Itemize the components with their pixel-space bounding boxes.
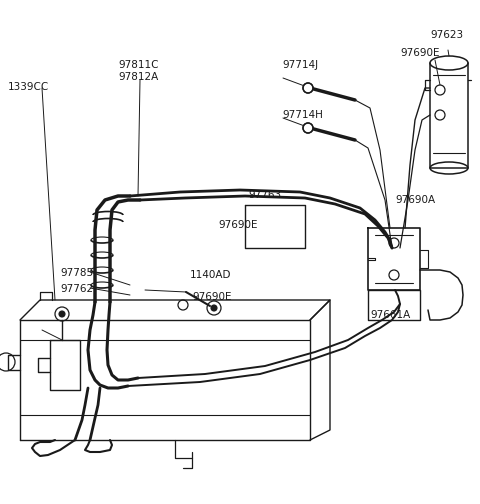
Text: 97812A: 97812A xyxy=(118,72,158,82)
Text: 1339CC: 1339CC xyxy=(8,82,49,92)
Text: 97714J: 97714J xyxy=(282,60,318,70)
Text: 97690A: 97690A xyxy=(395,195,435,205)
Text: 97714H: 97714H xyxy=(282,110,323,120)
Text: 97690E: 97690E xyxy=(218,220,257,230)
Text: 97763: 97763 xyxy=(248,190,281,200)
Circle shape xyxy=(59,311,65,317)
Text: 1140AD: 1140AD xyxy=(190,270,231,280)
Text: 97811C: 97811C xyxy=(118,60,158,70)
Circle shape xyxy=(303,123,313,133)
Text: 97661A: 97661A xyxy=(370,310,410,320)
Circle shape xyxy=(211,305,217,311)
Text: 97623: 97623 xyxy=(430,30,463,40)
Text: 97690E: 97690E xyxy=(192,292,231,302)
Text: 97690E: 97690E xyxy=(400,48,440,58)
Text: 97762: 97762 xyxy=(60,284,93,294)
Text: 97785: 97785 xyxy=(60,268,93,278)
Circle shape xyxy=(303,83,313,93)
